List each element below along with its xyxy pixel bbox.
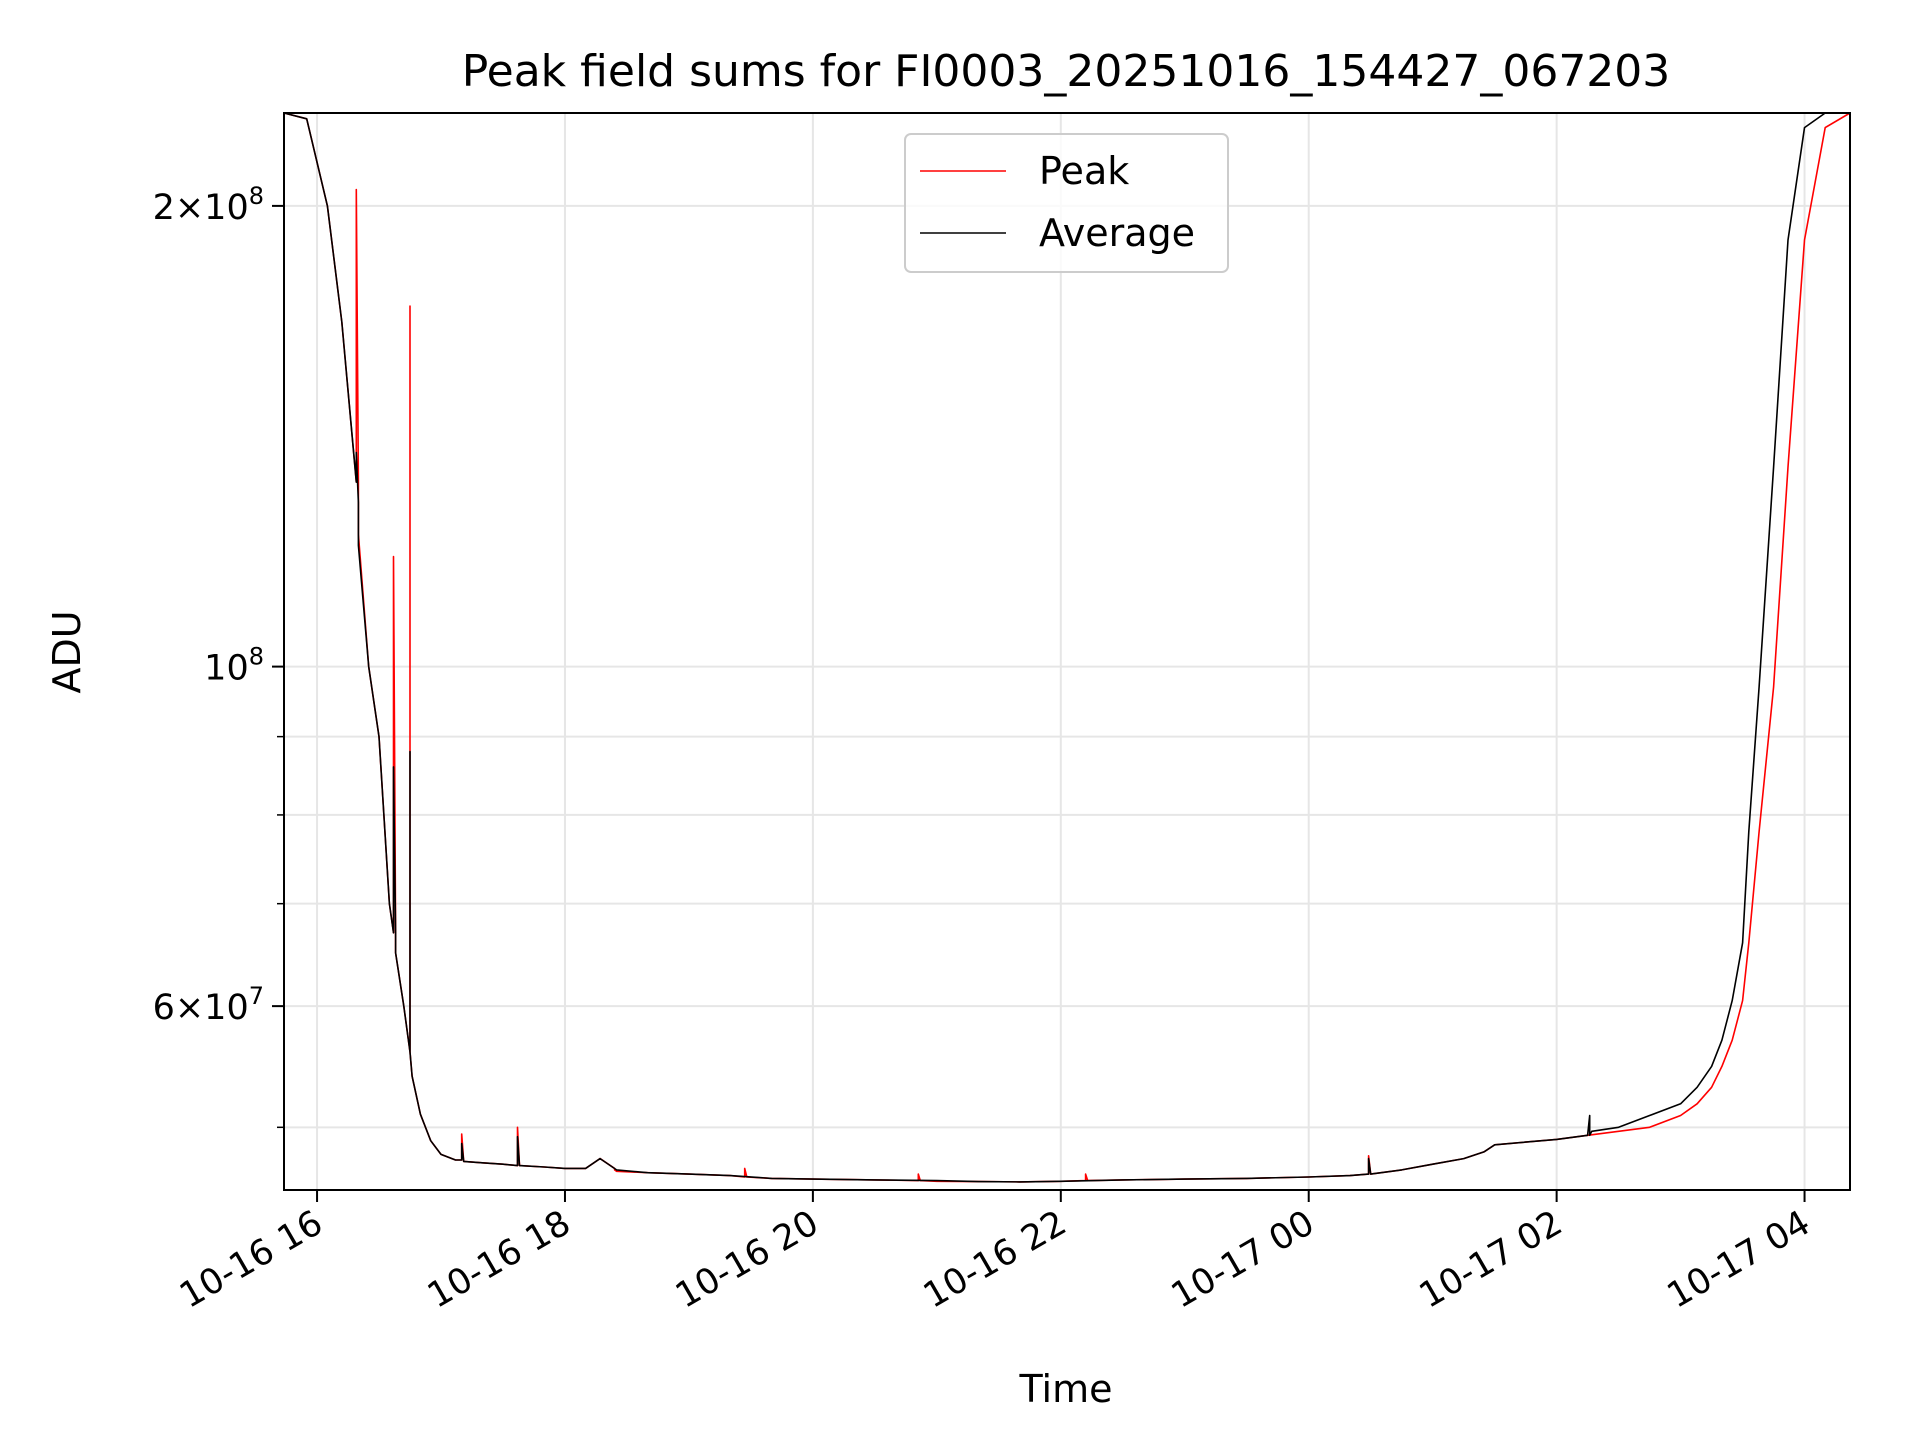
- legend-box: [904, 133, 1229, 273]
- y-axis-label: ADU: [45, 610, 89, 693]
- plot-frame: [283, 112, 1851, 1191]
- legend: Peak Average: [904, 133, 1229, 273]
- y-tick-label: 108: [204, 643, 264, 689]
- y-tick-label: 6×107: [153, 982, 264, 1028]
- series-layer: [283, 112, 1851, 1183]
- y-tick-label: 2×108: [153, 182, 264, 228]
- legend-label-peak: Peak: [1039, 149, 1129, 193]
- y-axis: 6×107 108 2×108: [153, 182, 284, 1129]
- series-line-average: [283, 112, 1850, 1183]
- legend-label-average: Average: [1039, 211, 1195, 255]
- x-axis-label: Time: [1019, 1367, 1113, 1411]
- chart-title: Peak field sums for FI0003_20251016_1544…: [462, 46, 1671, 97]
